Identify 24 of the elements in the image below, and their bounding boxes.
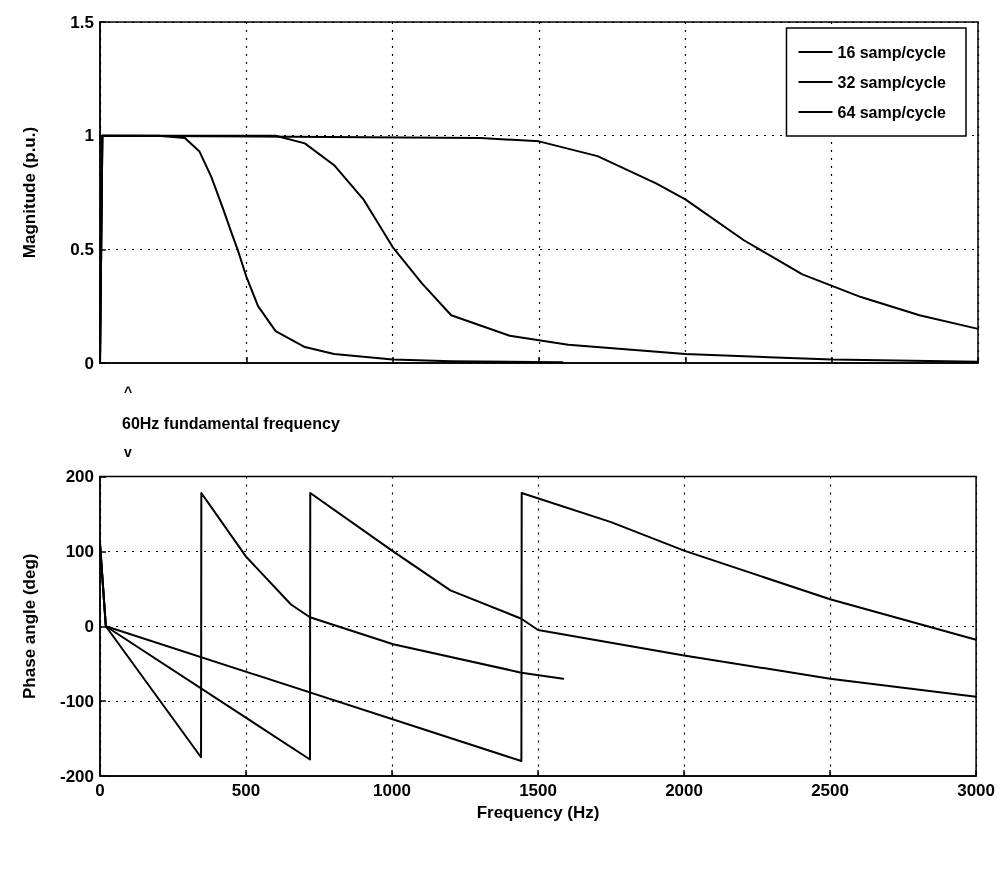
y-tick-label: 0.5: [70, 239, 94, 259]
y-tick-label: 1: [84, 126, 94, 146]
x-tick-label: 1500: [519, 781, 557, 800]
y-tick-label: 100: [65, 541, 94, 561]
x-axis-title: Frequency (Hz): [476, 802, 600, 822]
x-tick-label: 3000: [957, 781, 995, 800]
y-axis-title: Phase angle (deg): [20, 553, 39, 699]
legend-label: 16 samp/cycle: [837, 43, 947, 61]
y-tick-label: 0: [84, 353, 94, 373]
y-axis-title: Magnitude (p.u.): [20, 126, 39, 259]
text: 60Hz fundamental frequency: [122, 414, 340, 432]
y-tick-label: -100: [59, 691, 94, 711]
y-tick-label: 200: [65, 467, 94, 486]
text: ^: [124, 384, 133, 400]
x-tick-label: 2500: [811, 781, 849, 800]
x-tick-label: 2000: [665, 781, 703, 800]
y-tick-label: 1.5: [70, 12, 94, 32]
x-tick-label: 500: [231, 781, 261, 800]
x-tick-label: 1000: [373, 781, 411, 800]
y-tick-label: 0: [84, 616, 94, 636]
text: v: [124, 444, 132, 460]
legend-label: 32 samp/cycle: [837, 73, 947, 91]
legend-label: 64 samp/cycle: [837, 103, 947, 121]
y-tick-label: -200: [59, 766, 94, 786]
